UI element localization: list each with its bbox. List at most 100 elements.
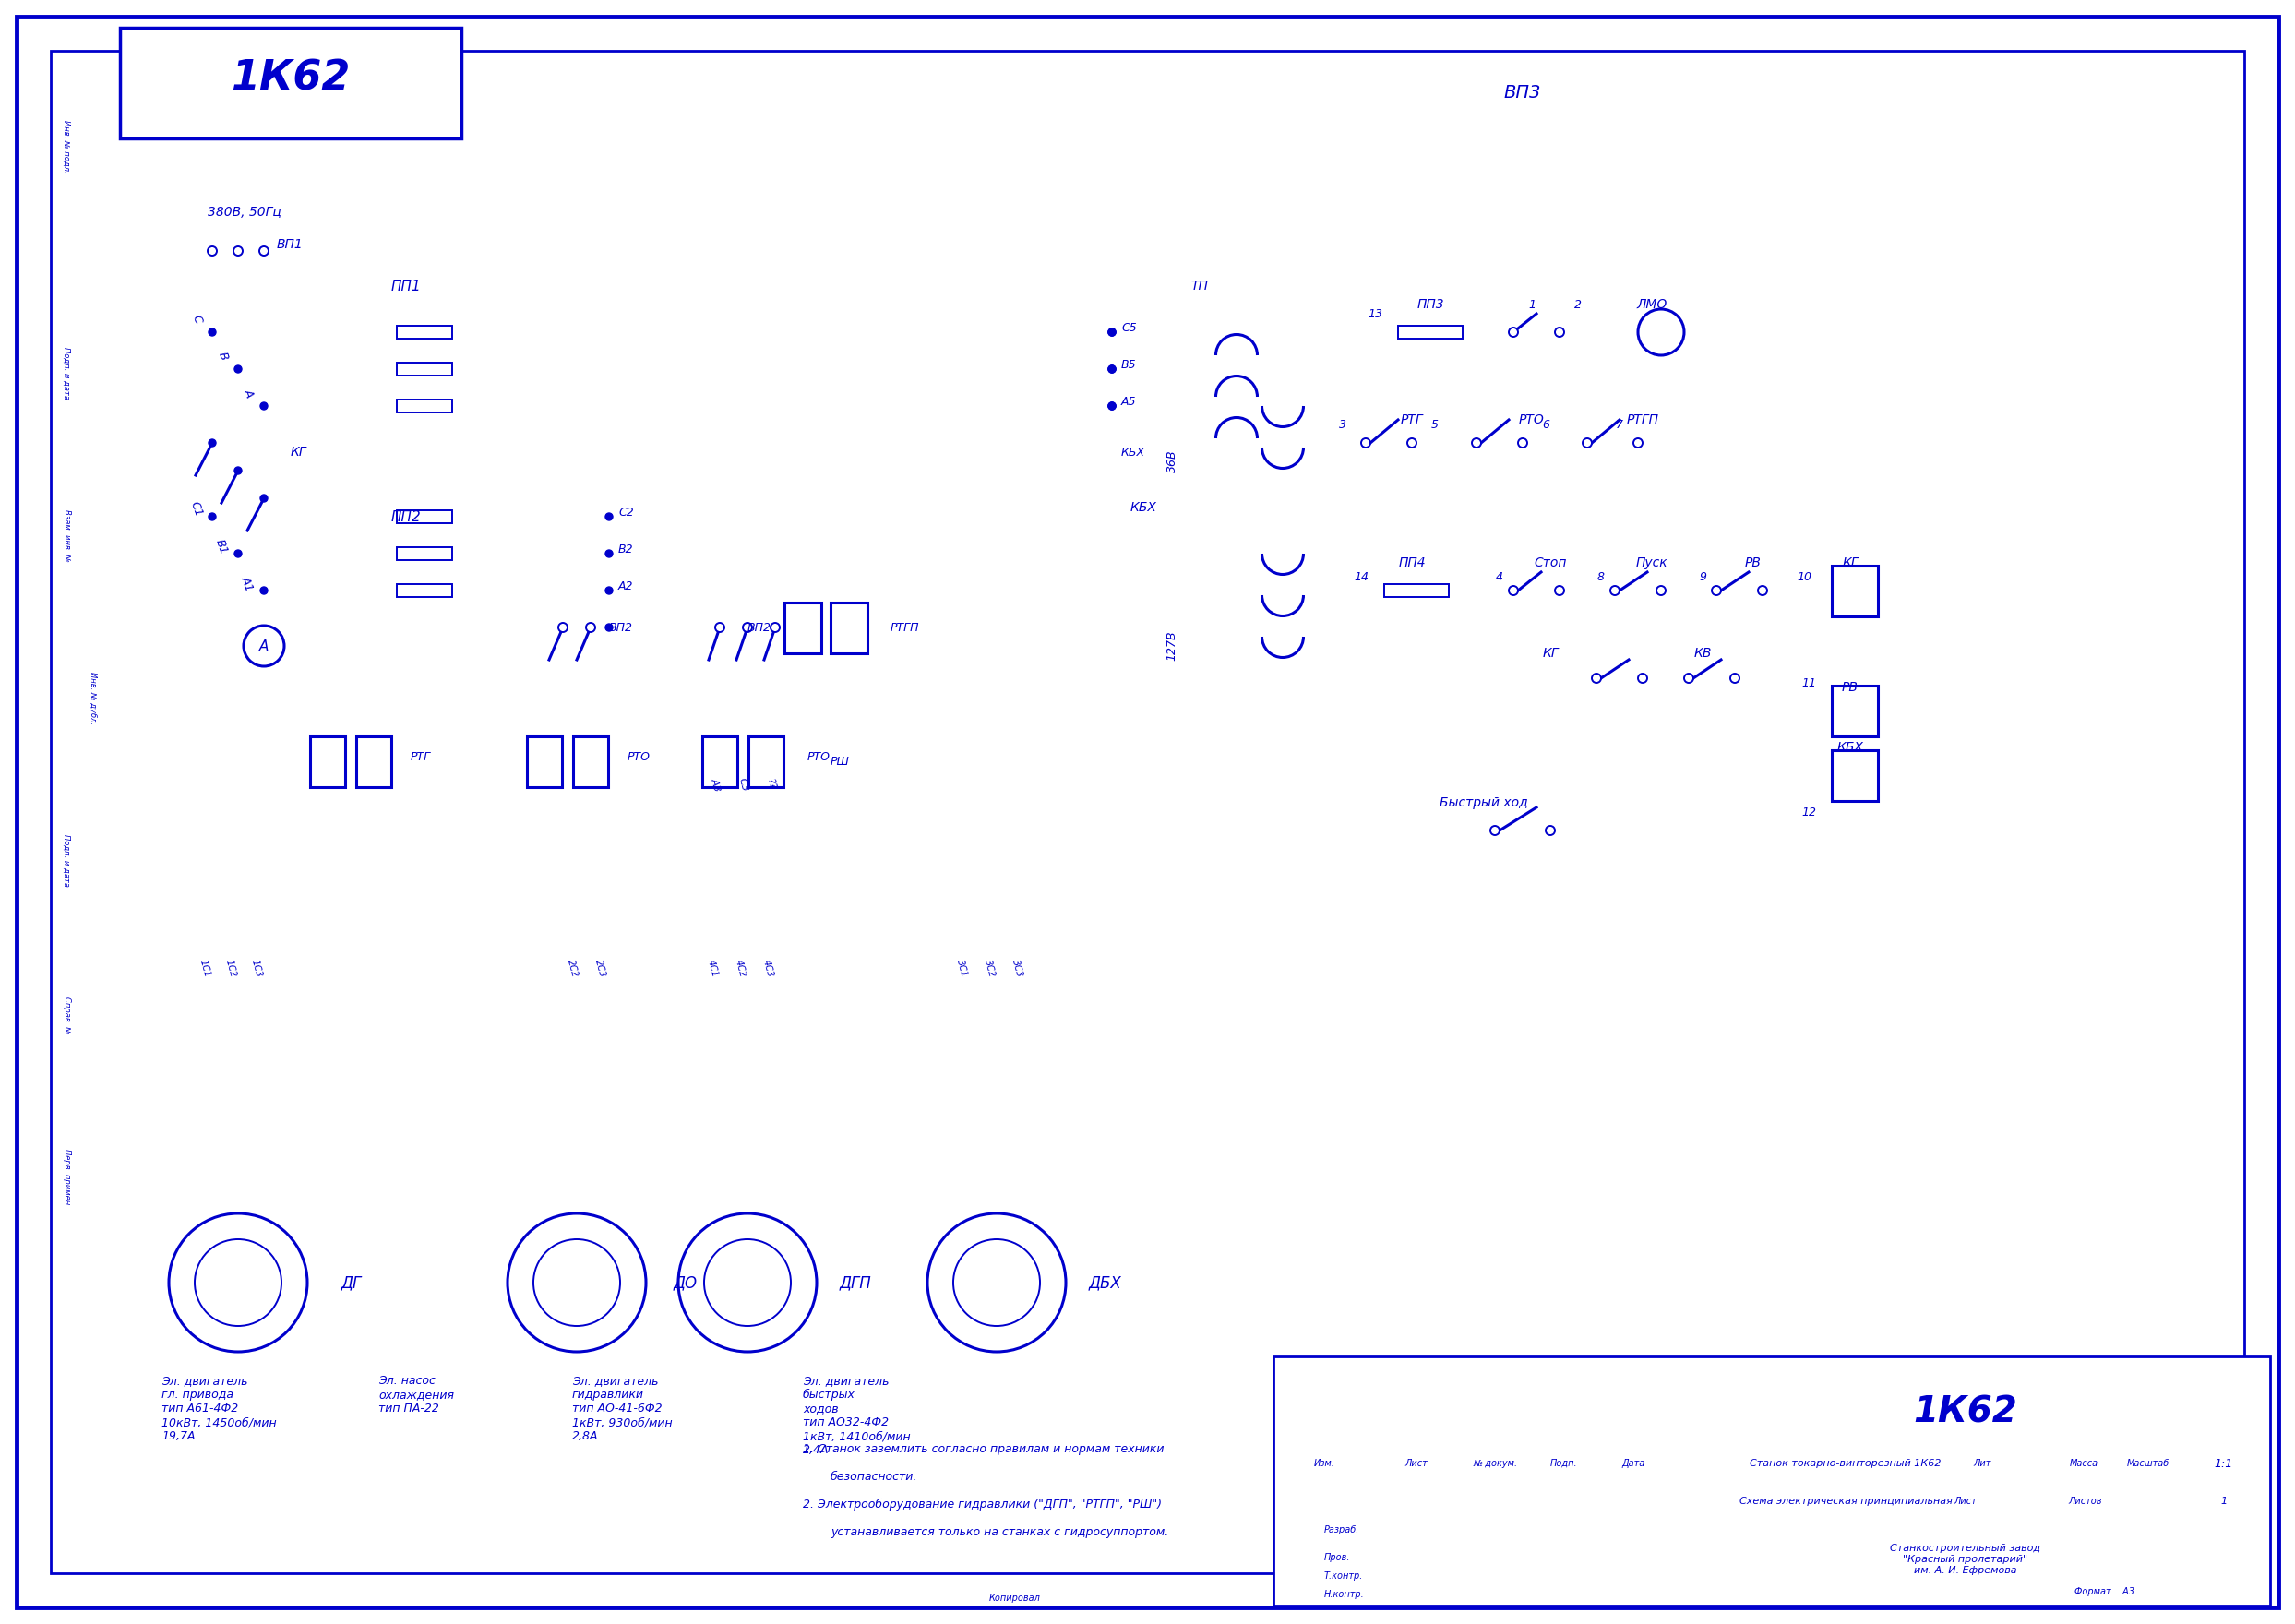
Text: ДБХ: ДБХ <box>1088 1275 1122 1291</box>
Circle shape <box>1517 438 1526 448</box>
Text: РВ: РВ <box>1843 680 1859 693</box>
Text: РТО: РТО <box>1519 414 1545 427</box>
Text: Лист: Лист <box>1953 1497 1976 1505</box>
Circle shape <box>259 495 269 502</box>
Text: Подп. и дата: Подп. и дата <box>62 835 71 887</box>
Text: РТГ: РТГ <box>1400 414 1423 427</box>
Circle shape <box>234 365 241 374</box>
Circle shape <box>1361 438 1370 448</box>
Bar <box>1831 750 1877 801</box>
Text: Копировал: Копировал <box>989 1593 1042 1603</box>
Bar <box>1831 565 1877 615</box>
Text: РТГ: РТГ <box>411 750 431 763</box>
Bar <box>119 28 461 138</box>
Text: устанавливается только на станках с гидросуппортом.: устанавливается только на станках с гидр… <box>831 1525 1168 1538</box>
Bar <box>397 326 452 339</box>
Circle shape <box>1556 586 1565 594</box>
Circle shape <box>1611 586 1620 594</box>
Text: Пуск: Пуск <box>1636 557 1668 570</box>
Text: ДГП: ДГП <box>840 1275 872 1291</box>
Text: Формат    А3: Формат А3 <box>2075 1587 2134 1596</box>
Circle shape <box>1471 438 1480 448</box>
Text: B: B <box>216 351 230 362</box>
Text: 2С2: 2С2 <box>565 960 578 979</box>
Circle shape <box>259 247 269 255</box>
Text: ВП2: ВП2 <box>748 622 771 633</box>
Circle shape <box>1730 674 1740 682</box>
Circle shape <box>209 438 216 447</box>
Text: КБХ: КБХ <box>1131 502 1157 513</box>
Circle shape <box>259 403 269 409</box>
Text: 4С3: 4С3 <box>762 960 773 979</box>
Text: РТГП: РТГП <box>890 622 920 633</box>
Text: Подп.: Подп. <box>1551 1458 1579 1468</box>
Circle shape <box>1108 365 1115 374</box>
Text: Эл. двигатель
гидравлики
тип АО-41-6Ф2
1кВт, 930об/мин
2,8А: Эл. двигатель гидравлики тип АО-41-6Ф2 1… <box>571 1376 672 1442</box>
Text: 1К62: 1К62 <box>1914 1395 2017 1429</box>
Text: ДГ: ДГ <box>342 1275 363 1291</box>
Text: РТО: РТО <box>627 750 649 763</box>
Bar <box>1831 685 1877 736</box>
Text: Листов: Листов <box>2068 1497 2102 1505</box>
Bar <box>397 585 452 598</box>
Text: 1К62: 1К62 <box>232 58 351 99</box>
Text: 1: 1 <box>1528 299 1535 310</box>
Text: A5: A5 <box>1122 395 1136 408</box>
Text: 11: 11 <box>1802 677 1815 689</box>
Text: Инв. № дубл.: Инв. № дубл. <box>87 672 96 724</box>
Text: 7: 7 <box>1616 419 1623 430</box>
Text: 6: 6 <box>1542 419 1549 430</box>
Text: ВП3: ВП3 <box>1503 83 1542 101</box>
Text: C1: C1 <box>188 500 204 518</box>
Text: 13: 13 <box>1368 307 1382 320</box>
Circle shape <box>234 247 243 255</box>
Text: 2: 2 <box>1574 299 1581 310</box>
Text: Эл. двигатель
гл. привода
тип А61-4Ф2
10кВт, 1450об/мин
19,7А: Эл. двигатель гл. привода тип А61-4Ф2 10… <box>161 1376 275 1442</box>
Circle shape <box>585 624 594 632</box>
Circle shape <box>606 586 613 594</box>
Circle shape <box>209 513 216 520</box>
Circle shape <box>771 624 780 632</box>
Text: Быстрый ход: Быстрый ход <box>1439 796 1528 809</box>
Text: Т.контр.: Т.контр. <box>1324 1572 1363 1580</box>
Text: Разраб.: Разраб. <box>1324 1525 1359 1535</box>
Bar <box>785 603 822 653</box>
Text: А: А <box>259 638 269 653</box>
Circle shape <box>1108 403 1115 409</box>
Text: КВ: КВ <box>1694 646 1712 659</box>
Text: B1: B1 <box>213 538 230 555</box>
Text: ??: ?? <box>764 778 776 791</box>
Text: 3С2: 3С2 <box>982 960 996 979</box>
Text: Изм.: Изм. <box>1313 1458 1336 1468</box>
Bar <box>702 736 737 786</box>
Circle shape <box>1593 674 1602 682</box>
Text: Пров.: Пров. <box>1324 1553 1349 1562</box>
Text: Дата: Дата <box>1623 1458 1646 1468</box>
Text: Лист: Лист <box>1405 1458 1427 1468</box>
Text: 10: 10 <box>1797 570 1811 583</box>
Text: Схема электрическая принципиальная: Схема электрическая принципиальная <box>1740 1497 1953 1505</box>
Text: 36В: 36В <box>1166 450 1177 473</box>
Text: 1: 1 <box>2222 1497 2226 1505</box>
Text: КГ: КГ <box>1542 646 1558 659</box>
Circle shape <box>170 1213 308 1351</box>
Bar <box>397 400 452 412</box>
Text: № докум.: № докум. <box>1473 1458 1517 1468</box>
Text: Инв. № подл.: Инв. № подл. <box>62 120 71 172</box>
Circle shape <box>1108 365 1115 374</box>
Bar <box>397 547 452 560</box>
Text: 4С2: 4С2 <box>734 960 746 979</box>
Circle shape <box>1108 403 1115 409</box>
Bar <box>1274 1356 2270 1606</box>
Bar <box>574 736 608 786</box>
Text: ПП1: ПП1 <box>390 279 422 292</box>
Circle shape <box>1639 674 1648 682</box>
Circle shape <box>195 1239 282 1325</box>
Text: 1С1: 1С1 <box>197 960 211 979</box>
Circle shape <box>1108 328 1115 336</box>
Text: Станок токарно-винторезный 1К62: Станок токарно-винторезный 1К62 <box>1749 1458 1942 1468</box>
Circle shape <box>952 1239 1040 1325</box>
Text: C3: C3 <box>737 776 748 793</box>
Text: A3: A3 <box>709 776 721 793</box>
Circle shape <box>207 247 216 255</box>
